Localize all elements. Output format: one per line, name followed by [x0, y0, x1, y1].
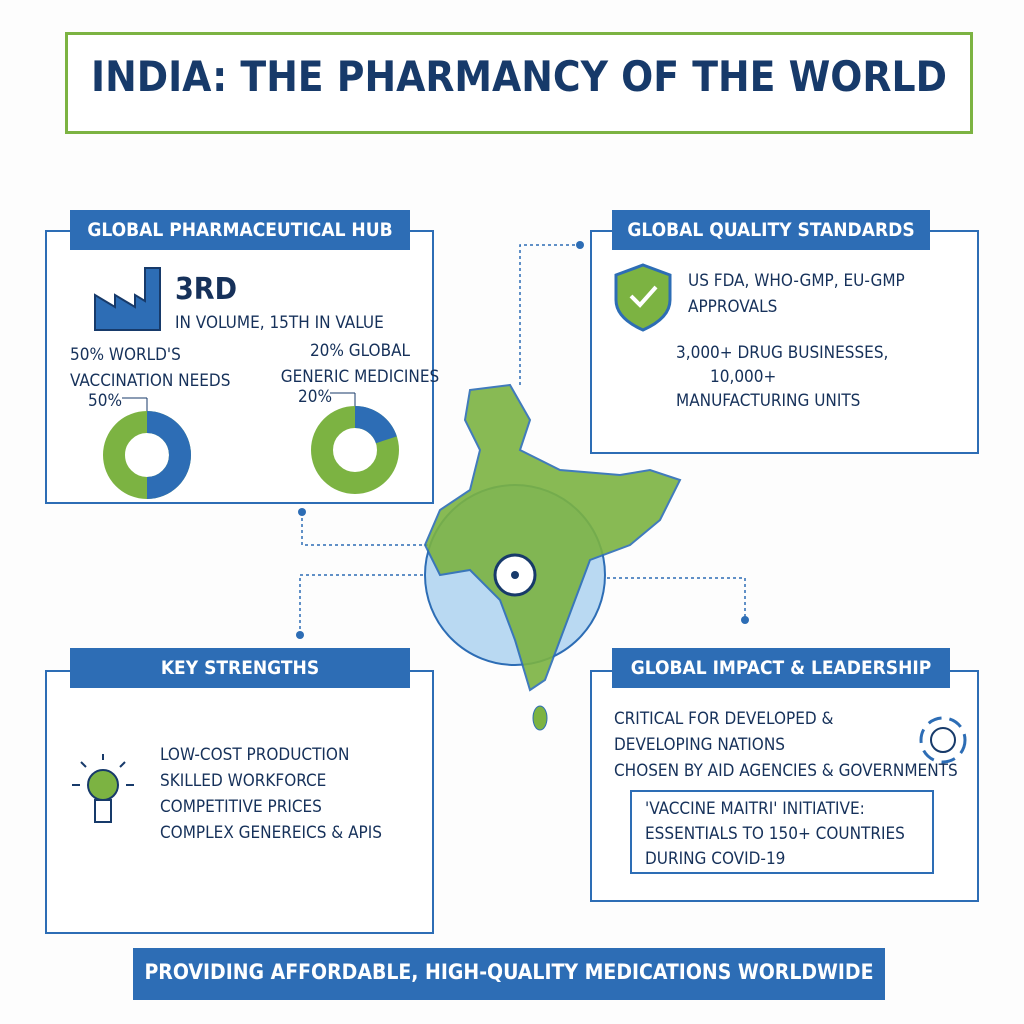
quality-units-detail: MANUFACTURING UNITS [676, 391, 861, 411]
connector [595, 577, 746, 620]
icon-globe [930, 727, 956, 753]
quality-approvals: US FDA, WHO-GMP, EU-GMP APPROVALS [688, 271, 905, 317]
list-item: LOW-COST PRODUCTION [160, 745, 350, 765]
donut-title: 20% GLOBAL GENERIC MEDICINES [280, 341, 440, 387]
dot [296, 631, 304, 639]
list-item: CRITICAL FOR DEVELOPED & [614, 709, 834, 729]
list-item: COMPETITIVE PRICES [160, 797, 322, 817]
chakra-hub [511, 571, 519, 579]
strengths-title: KEY STRENGTHS [70, 648, 410, 688]
donut-title: 50% WORLD'S VACCINATION NEEDS [70, 345, 231, 391]
dot [298, 508, 306, 516]
hub-title: GLOBAL PHARMACEUTICAL HUB [70, 210, 410, 250]
connector [299, 574, 440, 635]
dot [576, 241, 584, 249]
quality-businesses: 3,000+ DRUG BUSINESSES, [676, 343, 889, 363]
sri-lanka [532, 705, 548, 731]
donut-label: 20% [298, 387, 332, 407]
connectors [299, 244, 746, 635]
impact-title: GLOBAL IMPACT & LEADERSHIP [612, 648, 950, 688]
footer-text: PROVIDING AFFORDABLE, HIGH-QUALITY MEDIC… [144, 960, 874, 984]
initiative-box [630, 790, 934, 874]
connector [301, 512, 440, 546]
india-map [423, 383, 682, 692]
title-box [65, 32, 973, 134]
factory [94, 267, 161, 331]
connector [519, 244, 580, 385]
hub-rank-detail: IN VOLUME, 15TH IN VALUE [175, 313, 384, 333]
title: INDIA: THE PHARMANCY OF THE WORLD [91, 52, 947, 101]
list-item: SKILLED WORKFORCE [160, 771, 327, 791]
quality-panel [590, 230, 979, 454]
footer-band [133, 948, 885, 1000]
check [629, 285, 658, 308]
donut-label: 50% [88, 391, 122, 411]
list-item: DEVELOPING NATIONS [614, 735, 785, 755]
donut-segment [354, 406, 397, 444]
hub-rank: 3RD [175, 272, 237, 307]
bulb-rays [72, 754, 134, 786]
shield [614, 263, 672, 332]
list-item: 'VACCINE MAITRI' INITIATIVE: [645, 799, 865, 819]
list-item: DURING COVID-19 [645, 849, 786, 869]
donut-segment [146, 411, 191, 499]
quality-units: 10,000+ [710, 367, 777, 387]
list-item: ESSENTIALS TO 150+ COUNTRIES [645, 824, 905, 844]
list-item: CHOSEN BY AID AGENCIES & GOVERNMENTS [614, 761, 958, 781]
bulb-base [94, 799, 112, 823]
icon-hands [919, 716, 967, 764]
dot [741, 616, 749, 624]
list-item: COMPLEX GENEREICS & APIS [160, 823, 382, 843]
quality-title: GLOBAL QUALITY STANDARDS [612, 210, 930, 250]
